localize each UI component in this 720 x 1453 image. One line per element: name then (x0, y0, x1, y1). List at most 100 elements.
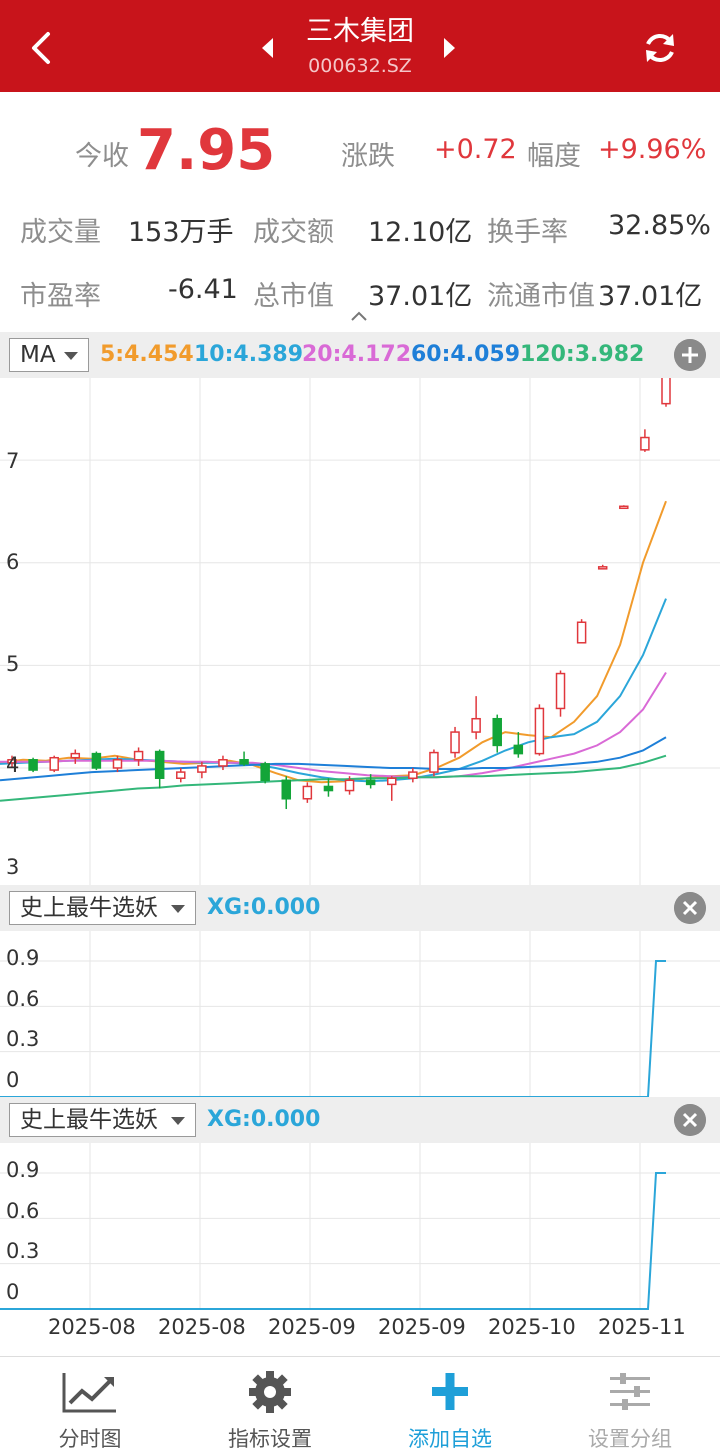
indicator2-chart[interactable]: 0.9 0.6 0.3 0 2025-08 2025-08 2025-09 2025-… (0, 1143, 720, 1356)
candle-body (576, 621, 587, 644)
ma-60-value: 60:4.059 (411, 342, 521, 367)
ma-120-value: 120:3.982 (520, 342, 645, 367)
candle (471, 696, 481, 740)
add-indicator-icon[interactable] (674, 339, 706, 371)
indicator1-value: XG:0.000 (207, 895, 321, 920)
dropdown-arrow-icon (171, 1117, 185, 1125)
app-header: 三木集团 000632.SZ (0, 0, 720, 92)
indicator1-svg (0, 931, 720, 1098)
expand-caret-icon[interactable] (349, 310, 369, 322)
ind2-tick-03: 0.3 (6, 1239, 40, 1263)
indicator2-selector[interactable]: 史上最牛选妖 (9, 1103, 196, 1137)
candle (344, 776, 355, 795)
candle-body (154, 750, 165, 779)
candle (619, 505, 629, 510)
nav-add-watchlist[interactable]: 添加自选 (360, 1357, 540, 1451)
indicator1-chart[interactable]: 0.9 0.6 0.3 0 (0, 931, 720, 1099)
candle (197, 761, 207, 779)
candle-body (239, 759, 249, 765)
turnover-label: 换手率 (487, 217, 568, 248)
ma-20-value: 20:4.172 (302, 342, 412, 367)
change-label: 涨跌 (341, 141, 395, 172)
candle (576, 619, 587, 644)
indicator1-selector-label: 史上最牛选妖 (20, 895, 158, 921)
refresh-icon[interactable] (640, 28, 680, 68)
close-price: 7.95 (137, 118, 276, 183)
candle (597, 564, 608, 570)
indicator1-selector[interactable]: 史上最牛选妖 (9, 891, 196, 925)
ind2-tick-06: 0.6 (6, 1199, 40, 1223)
mktcap-value: 37.01亿 (368, 281, 473, 312)
x-tick-label: 2025-10 (488, 1315, 576, 1339)
candle-body (640, 436, 650, 451)
nav-indicator-settings[interactable]: 指标设置 (180, 1357, 360, 1451)
candle-body (197, 765, 207, 773)
candle (218, 755, 228, 771)
ma-toolbar: MA 5:4.454 10:4.389 20:4.172 60:4.059 12… (0, 332, 720, 378)
ind1-tick-06: 0.6 (6, 987, 40, 1011)
candle (365, 774, 376, 789)
ma-20-line (0, 671, 667, 779)
candle (260, 761, 270, 784)
ma-selector[interactable]: MA (9, 338, 89, 372)
candle-body (386, 777, 397, 786)
nav-timeshare[interactable]: 分时图 (0, 1357, 180, 1451)
stock-code: 000632.SZ (308, 55, 412, 77)
next-stock-icon[interactable] (444, 38, 455, 58)
candle-body (28, 759, 38, 771)
y-tick-6: 6 (6, 550, 20, 574)
candle (112, 755, 123, 773)
candle-body (619, 505, 629, 510)
nav-set-group-label: 设置分组 (588, 1427, 672, 1451)
float-label: 流通市值 (487, 281, 595, 312)
close-indicator2-icon[interactable] (674, 1104, 706, 1136)
line-chart-icon (62, 1373, 116, 1413)
mktcap-label: 总市值 (253, 281, 334, 312)
ind2-tick-09: 0.9 (6, 1158, 40, 1182)
candle-body (323, 785, 334, 792)
candle-body (70, 752, 81, 759)
candle (513, 732, 524, 758)
dropdown-arrow-icon (171, 905, 185, 913)
candle-body (408, 771, 418, 779)
candle-body (450, 731, 460, 754)
prev-stock-icon[interactable] (262, 38, 273, 58)
nav-set-group[interactable]: 设置分组 (540, 1357, 720, 1451)
plus-icon (432, 1373, 468, 1410)
title-block: 三木集团 000632.SZ (210, 12, 510, 80)
ind1-tick-09: 0.9 (6, 946, 40, 970)
amount-label: 成交额 (253, 217, 334, 248)
x-tick-label: 2025-09 (268, 1315, 356, 1339)
back-icon[interactable] (22, 28, 62, 68)
ma-60-line (0, 736, 667, 782)
y-tick-5: 5 (6, 652, 20, 676)
candle-body (49, 756, 59, 771)
candle-body (429, 751, 439, 773)
close-label: 今收 (75, 141, 129, 172)
candle (154, 749, 165, 789)
float-value: 37.01亿 (598, 281, 703, 312)
candle-body (492, 717, 502, 747)
candle-body (534, 707, 545, 755)
change-value: +0.72 (434, 134, 517, 165)
xg-line (0, 1172, 666, 1310)
candle (302, 782, 313, 803)
candle (133, 747, 144, 766)
kline-chart[interactable]: 7 6 5 4 3 (0, 361, 720, 886)
candle (492, 714, 502, 753)
y-tick-3: 3 (6, 855, 20, 879)
candle-body (661, 361, 671, 405)
candle-body (471, 717, 481, 733)
close-indicator1-icon[interactable] (674, 892, 706, 924)
nav-timeshare-label: 分时图 (58, 1427, 122, 1451)
gear-icon (249, 1371, 291, 1413)
candle-body (344, 779, 355, 792)
stock-name: 三木集团 (306, 16, 414, 47)
y-tick-4: 4 (6, 753, 20, 777)
candle-body (7, 759, 17, 764)
candle-body (112, 759, 123, 769)
volume-label: 成交量 (20, 217, 101, 248)
candle (28, 757, 38, 773)
candle (534, 704, 545, 756)
amount-value: 12.10亿 (368, 217, 473, 248)
